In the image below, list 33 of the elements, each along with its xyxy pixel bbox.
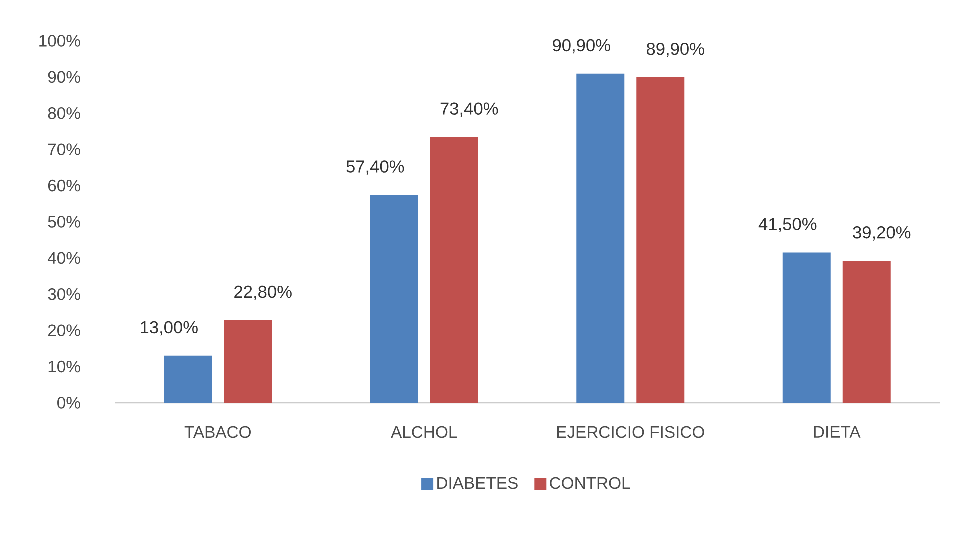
y-tick-label: 30% <box>48 288 80 300</box>
data-label: 90,90% <box>553 39 610 54</box>
y-tick-label: 100% <box>40 35 80 47</box>
y-tick-label: 70% <box>48 144 80 156</box>
y-tick-label: 0% <box>58 397 80 409</box>
legend-label: DIABETES <box>438 477 518 490</box>
y-tick-label: 20% <box>48 324 80 336</box>
bar <box>164 356 212 403</box>
x-tick-label: DIETA <box>814 426 861 438</box>
y-tick-label: 50% <box>48 216 80 228</box>
data-label: 57,40% <box>346 160 404 175</box>
bar <box>782 252 831 403</box>
data-label: 22,80% <box>234 286 292 300</box>
y-tick-label: 90% <box>48 71 80 84</box>
legend-label: CONTROL <box>550 477 630 490</box>
bar <box>430 137 478 403</box>
data-label: 73,40% <box>440 102 498 118</box>
bar <box>636 78 685 403</box>
y-tick-label: 40% <box>48 252 80 264</box>
bar <box>224 320 272 403</box>
x-tick-label: EJERCICIO FISICO <box>557 426 704 438</box>
data-label: 39,20% <box>853 226 911 241</box>
bar <box>842 261 891 403</box>
bar <box>370 195 418 403</box>
x-tick-label: TABACO <box>184 426 251 438</box>
data-label: 89,90% <box>646 42 704 58</box>
x-tick-label: ALCHOL <box>391 426 458 438</box>
y-tick-label: 80% <box>48 108 80 120</box>
bar <box>576 74 625 403</box>
y-tick-label: 60% <box>48 180 80 192</box>
data-label: 41,50% <box>758 218 817 232</box>
y-tick-label: 10% <box>48 360 80 373</box>
data-label: 13,00% <box>141 321 198 336</box>
